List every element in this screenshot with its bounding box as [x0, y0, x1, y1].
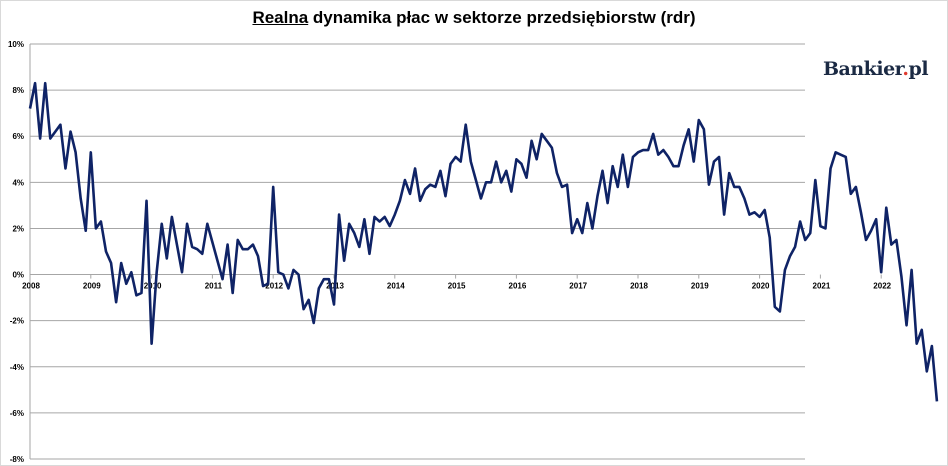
y-tick-label: -6% — [10, 409, 24, 418]
x-tick-label: 2010 — [144, 282, 162, 291]
x-axis-ticks: 2008 2009 2010 2011 2012 2013 2014 2015 2016 2017… — [22, 274, 892, 291]
y-tick-label: -8% — [10, 455, 24, 464]
y-tick-label: 2% — [12, 224, 24, 233]
y-tick-label: 8% — [12, 86, 24, 95]
y-tick-label: 4% — [12, 178, 24, 187]
grid-lines — [29, 43, 805, 460]
y-axis-ticks: 10% 8% 6% 4% 2% 0% -2% -4% -6% -8% — [8, 40, 24, 464]
x-tick-label: 2014 — [387, 282, 405, 291]
logo-dot: . — [902, 58, 909, 80]
y-tick-label: 0% — [12, 271, 24, 280]
x-tick-label: 2019 — [691, 282, 709, 291]
chart-title: Realna dynamika płac w sektorze przedsię… — [0, 8, 948, 28]
x-tick-label: 2015 — [448, 282, 466, 291]
y-tick-label: 10% — [8, 40, 24, 49]
x-tick-label: 2022 — [873, 282, 891, 291]
x-tick-label: 2020 — [752, 282, 770, 291]
series-line — [28, 81, 939, 402]
x-tick-label: 2012 — [265, 282, 283, 291]
x-tick-label: 2021 — [813, 282, 831, 291]
y-tick-label: -4% — [10, 363, 24, 372]
chart-title-rest: dynamika płac w sektorze przedsiębiorstw… — [308, 8, 696, 27]
y-tick-label: 6% — [12, 132, 24, 141]
logo-main-text: Bankier — [823, 58, 903, 80]
chart-title-underlined: Realna — [252, 8, 309, 27]
x-tick-label: 2017 — [569, 282, 587, 291]
x-tick-label: 2018 — [630, 282, 648, 291]
x-tick-label: 2009 — [83, 282, 101, 291]
bankier-logo: Bankier.pl — [823, 58, 929, 80]
x-tick-label: 2016 — [509, 282, 527, 291]
x-tick-label: 2011 — [205, 282, 223, 291]
y-tick-label: -2% — [10, 317, 24, 326]
logo-end-text: pl — [908, 58, 929, 80]
series-group — [28, 81, 939, 402]
x-tick-label: 2008 — [22, 282, 40, 291]
